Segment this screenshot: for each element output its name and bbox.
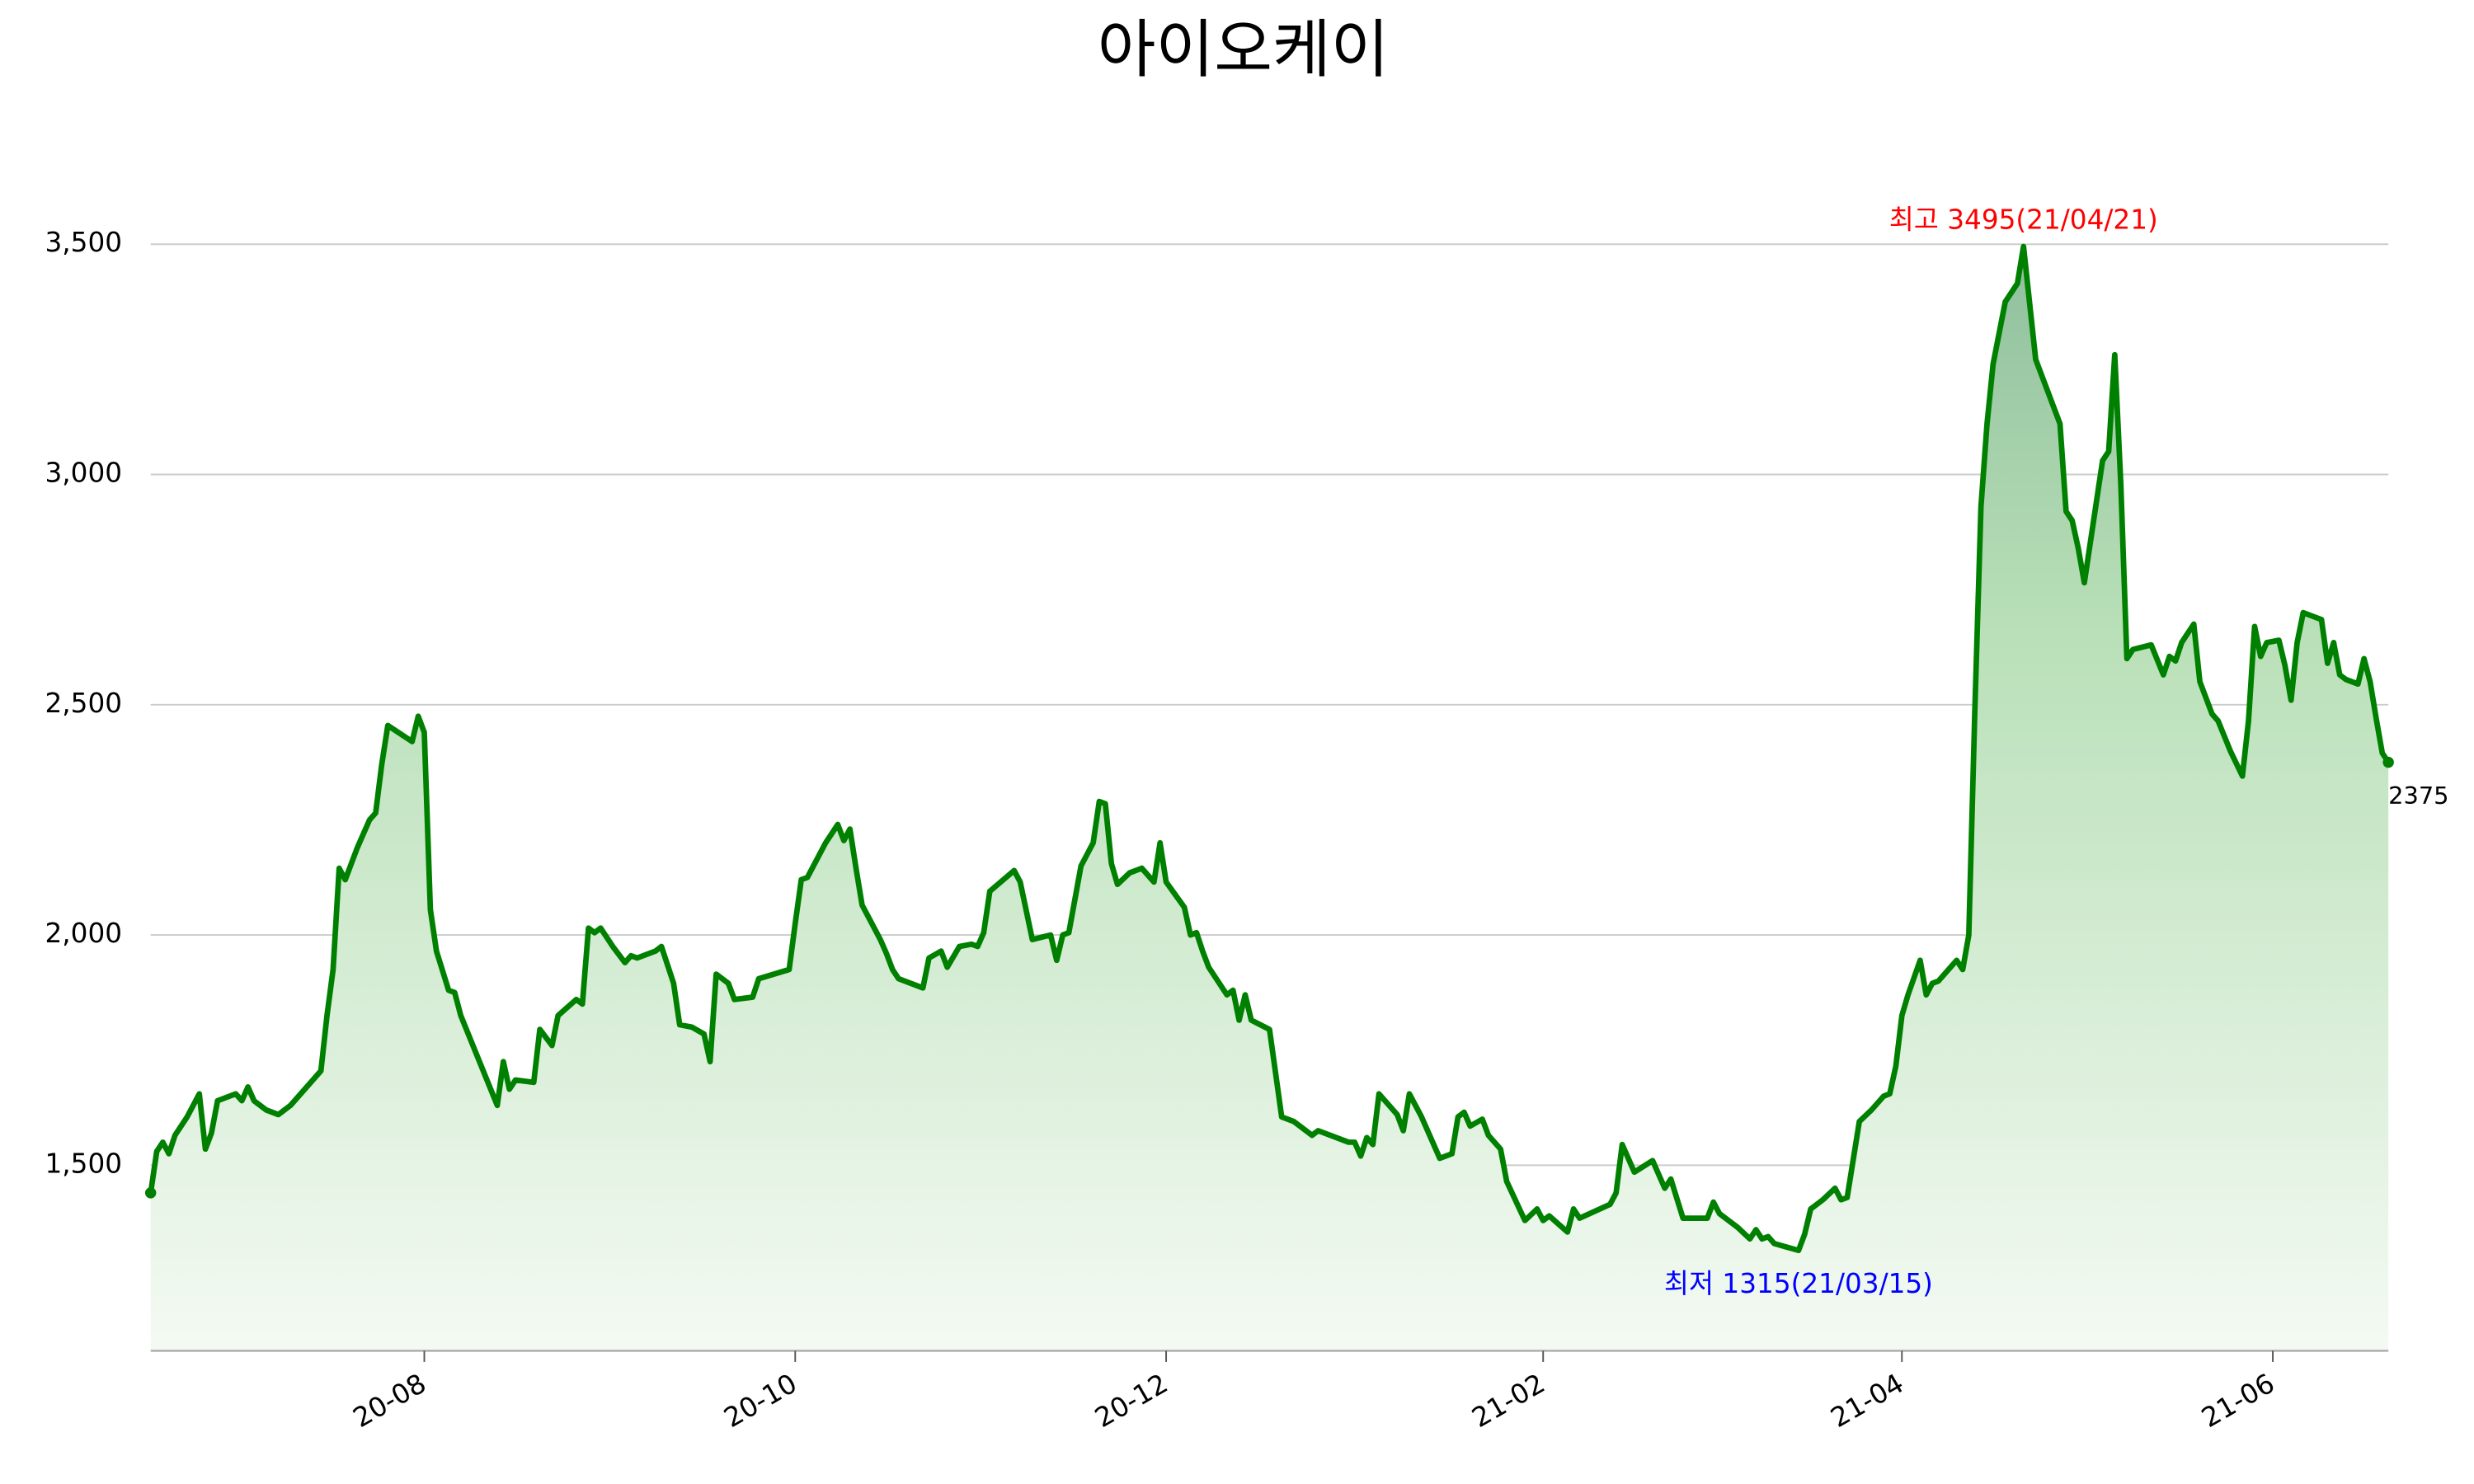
x-tick-label: 21-04 bbox=[1826, 1368, 1909, 1434]
chart-title: 아이오케이 bbox=[1098, 13, 1390, 87]
y-tick-label: 2,000 bbox=[45, 918, 122, 949]
y-tick-label: 1,500 bbox=[45, 1148, 122, 1179]
y-tick-label: 3,000 bbox=[45, 458, 122, 489]
x-tick-label: 20-10 bbox=[719, 1368, 802, 1434]
annotation: 최고 3495(21/04/21) bbox=[1889, 204, 2158, 235]
x-tick-label: 21-06 bbox=[2196, 1368, 2279, 1434]
end-point bbox=[144, 1187, 157, 1199]
annotation: 최저 1315(21/03/15) bbox=[1664, 1268, 1933, 1299]
end-point bbox=[2382, 756, 2394, 768]
last-value-label: 2375 bbox=[2388, 782, 2448, 810]
x-tick-label: 20-08 bbox=[348, 1368, 431, 1434]
x-tick-label: 21-02 bbox=[1466, 1368, 1550, 1434]
area-fill bbox=[150, 247, 2389, 1351]
y-tick-label: 2,500 bbox=[45, 688, 122, 719]
y-tick-label: 3,500 bbox=[45, 227, 122, 258]
price-line bbox=[148, 243, 2391, 1254]
x-tick-label: 20-12 bbox=[1089, 1368, 1173, 1434]
